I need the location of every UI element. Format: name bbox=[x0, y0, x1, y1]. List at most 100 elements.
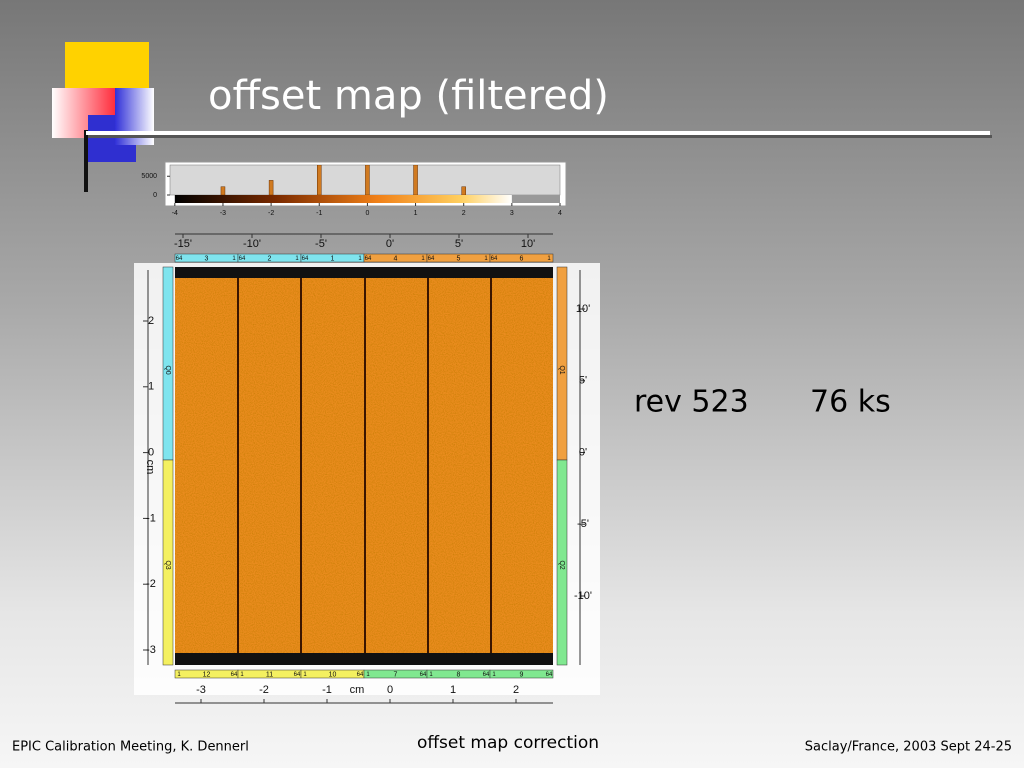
ccd-label: 64 bbox=[239, 256, 246, 262]
left-tick-label: 0 bbox=[148, 447, 154, 459]
top-tick-label: -10' bbox=[243, 238, 261, 250]
ccd-label: 64 bbox=[420, 672, 427, 678]
right-tick-label: -5' bbox=[577, 518, 589, 530]
ccd-label: 64 bbox=[176, 256, 183, 262]
ccd-boundaries bbox=[237, 278, 492, 653]
histogram-bar bbox=[268, 180, 274, 195]
ccd-label: 8 bbox=[457, 671, 461, 678]
x-tick-label: -3 bbox=[220, 210, 226, 217]
title-rule bbox=[86, 131, 990, 135]
left-tick-label: 2 bbox=[148, 315, 154, 327]
annotation: rev 523 bbox=[634, 385, 749, 420]
right-tick-label: 0' bbox=[579, 446, 587, 458]
bottom-tick-label: -1 bbox=[322, 684, 332, 696]
ccd-label: 1 bbox=[429, 672, 433, 678]
right-tick-label: 10' bbox=[576, 303, 590, 315]
quadrant-bar bbox=[162, 459, 174, 666]
annotation: 76 ks bbox=[810, 385, 891, 420]
y-tick-label: 5000 bbox=[141, 173, 157, 180]
ccd-label: 1 bbox=[492, 672, 496, 678]
quadrant-bar bbox=[556, 459, 568, 666]
quadrant-bar bbox=[556, 266, 568, 461]
ccd-label: 4 bbox=[394, 255, 398, 262]
ccd-label: 64 bbox=[483, 672, 490, 678]
bottom-tick-label: 0 bbox=[387, 684, 393, 696]
top-tick-label: 10' bbox=[521, 238, 535, 250]
top-tick-label: -5' bbox=[315, 238, 327, 250]
bottom-tick-label: 2 bbox=[513, 684, 519, 696]
left-tick-label: 1 bbox=[148, 381, 154, 393]
ccd-label: 1 bbox=[240, 672, 244, 678]
ccd-label: 64 bbox=[357, 672, 364, 678]
ccd-label: 1 bbox=[303, 672, 307, 678]
bottom-tick-label: -2 bbox=[259, 684, 269, 696]
ccd-label: 64 bbox=[546, 672, 553, 678]
ccd-label: 1 bbox=[421, 256, 425, 262]
histogram-bar bbox=[317, 165, 322, 195]
bottom-tick-label: 1 bbox=[450, 684, 456, 696]
x-tick-label: 3 bbox=[510, 210, 514, 217]
ccd-label: 64 bbox=[294, 672, 301, 678]
histogram-bar bbox=[413, 165, 418, 195]
x-tick-label: -2 bbox=[268, 210, 274, 217]
map-band bbox=[175, 267, 553, 278]
x-tick-label: -1 bbox=[316, 210, 322, 217]
ccd-label: 7 bbox=[394, 671, 398, 678]
x-tick-label: 2 bbox=[462, 210, 466, 217]
quadrant-label: Q3 bbox=[164, 560, 171, 569]
ccd-label: 6 bbox=[520, 255, 524, 262]
deco-line bbox=[84, 130, 88, 192]
quadrant-bar bbox=[162, 266, 174, 461]
ccd-label: 64 bbox=[428, 256, 435, 262]
ccd-label: 3 bbox=[205, 255, 209, 262]
ccd-label: 64 bbox=[302, 256, 309, 262]
right-tick-label: 5' bbox=[579, 375, 587, 387]
ccd-label: 1 bbox=[232, 256, 236, 262]
ccd-label: 12 bbox=[203, 671, 211, 678]
footer-left: EPIC Calibration Meeting, K. Dennerl bbox=[12, 740, 249, 755]
ccd-strip bbox=[489, 669, 554, 679]
histogram-plot bbox=[169, 164, 561, 196]
histogram-bar bbox=[220, 186, 226, 195]
top-tick-label: 0' bbox=[386, 238, 394, 250]
bottom-tick-label: -3 bbox=[196, 684, 206, 696]
histogram-bar bbox=[365, 165, 370, 195]
ccd-label: 64 bbox=[231, 672, 238, 678]
left-tick-label: -3 bbox=[146, 644, 156, 656]
x-tick-label: 4 bbox=[558, 210, 562, 217]
footer-center: offset map correction bbox=[417, 733, 599, 753]
ccd-label: 64 bbox=[491, 256, 498, 262]
ccd-label: 64 bbox=[365, 256, 372, 262]
ccd-label: 1 bbox=[177, 672, 181, 678]
ccd-label: 1 bbox=[358, 256, 362, 262]
histogram-bars bbox=[220, 165, 466, 195]
ccd-label: 1 bbox=[366, 672, 370, 678]
top-tick-label: 5' bbox=[455, 238, 463, 250]
histogram-bar bbox=[461, 186, 466, 195]
ccd-label: 10 bbox=[329, 671, 337, 678]
quadrant-label: Q2 bbox=[558, 560, 565, 569]
axis-title: cm bbox=[144, 460, 156, 475]
x-tick-label: 0 bbox=[365, 210, 369, 217]
footer-right: Saclay/France, 2003 Sept 24-25 bbox=[805, 740, 1012, 755]
ccd-label: 11 bbox=[266, 671, 273, 678]
ccd-label: 1 bbox=[484, 256, 488, 262]
top-tick-label: -15' bbox=[174, 238, 192, 250]
slide-title: offset map (filtered) bbox=[208, 73, 609, 119]
right-tick-label: -10' bbox=[574, 590, 592, 602]
y-tick-label: 0 bbox=[153, 192, 157, 199]
quadrant-label: Q1 bbox=[558, 365, 565, 374]
quadrant-label: Q0 bbox=[164, 365, 171, 374]
ccd-label: 9 bbox=[520, 671, 524, 678]
ccd-label: 1 bbox=[331, 255, 335, 262]
left-tick-label: -1 bbox=[146, 512, 156, 524]
ccd-label: 5 bbox=[457, 255, 461, 262]
axis-title: cm bbox=[350, 684, 365, 696]
x-tick-label: 1 bbox=[414, 210, 418, 217]
ccd-label: 2 bbox=[268, 255, 272, 262]
ccd-strip bbox=[489, 253, 554, 263]
x-tick-label: -4 bbox=[172, 210, 178, 217]
map-band bbox=[175, 653, 553, 665]
